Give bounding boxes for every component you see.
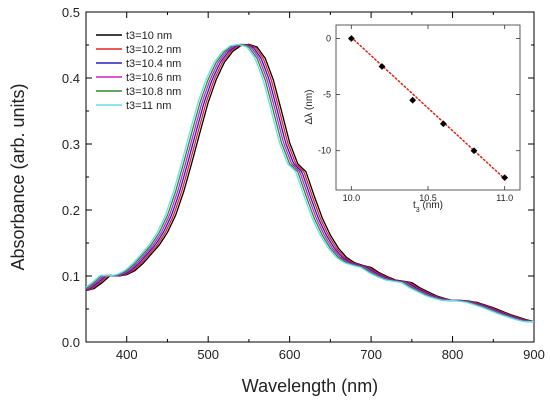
y-tick-label: 0.5 [62,5,80,20]
legend-label-2: t3=10.4 nm [126,58,181,70]
series-line-5 [86,43,534,323]
inset-marker-4 [470,147,478,155]
inset-marker-3 [439,120,447,128]
inset-marker-0 [347,35,355,42]
y-tick-label: 0.2 [62,203,80,218]
y-tick-label: 0.4 [62,71,80,86]
legend-label-5: t3=11 nm [126,100,171,112]
inset-y-tick-label: 0 [326,33,331,43]
inset-marker-1 [378,63,386,70]
inset-x-axis-title: t3 (nm) [413,200,443,214]
series-lines [86,43,534,323]
y-tick-label: 0.1 [62,269,80,284]
inset-marker-2 [409,96,417,104]
inset-x-axis-subscript: 3 [416,207,420,214]
inset-fit-line [350,36,506,180]
inset-x-tick-label: 10.5 [419,193,437,203]
x-tick-label: 700 [360,347,382,362]
inset-x-tick-label: 10.0 [343,193,361,203]
inset-fit-dotted-line [350,36,506,180]
inset-markers [347,35,509,182]
x-axis-title: Wavelength (nm) [242,376,378,396]
inset-y-tick-label: -5 [323,90,331,100]
legend-label-3: t3=10.6 nm [126,72,181,84]
x-tick-label: 600 [279,347,301,362]
inset-marker-5 [501,174,509,182]
legend-label-0: t3=10 nm [126,30,172,42]
y-tick-label: 0.3 [62,137,80,152]
inset-y-tick-label: -10 [318,146,331,156]
inset-chart: 10.0 10.5 11.0 0 -5 -10 t3 (nm) Δλ (nm) [304,24,521,214]
inset-x-tick-label: 11.0 [496,193,513,203]
y-axis-title: Absorbance (arb. units) [8,83,28,270]
inset-y-axis-title: Δλ (nm) [304,89,315,124]
legend-label-4: t3=10.8 nm [126,86,181,98]
main-axes: 400 500 600 700 800 900 0.0 0.1 0.2 0.3 0.4 0.5 [62,5,545,362]
x-tick-label: 900 [523,347,545,362]
legend: t3=10 nm t3=10.2 nm t3=10.4 nm t3=10.6 nm t3… [96,30,181,112]
y-tick-label: 0.0 [62,335,80,350]
x-tick-label: 400 [116,347,138,362]
x-tick-label: 800 [442,347,464,362]
inset-axes: 10.0 10.5 11.0 0 -5 -10 [318,25,520,203]
x-tick-label: 500 [197,347,219,362]
legend-label-1: t3=10.2 nm [126,44,181,56]
